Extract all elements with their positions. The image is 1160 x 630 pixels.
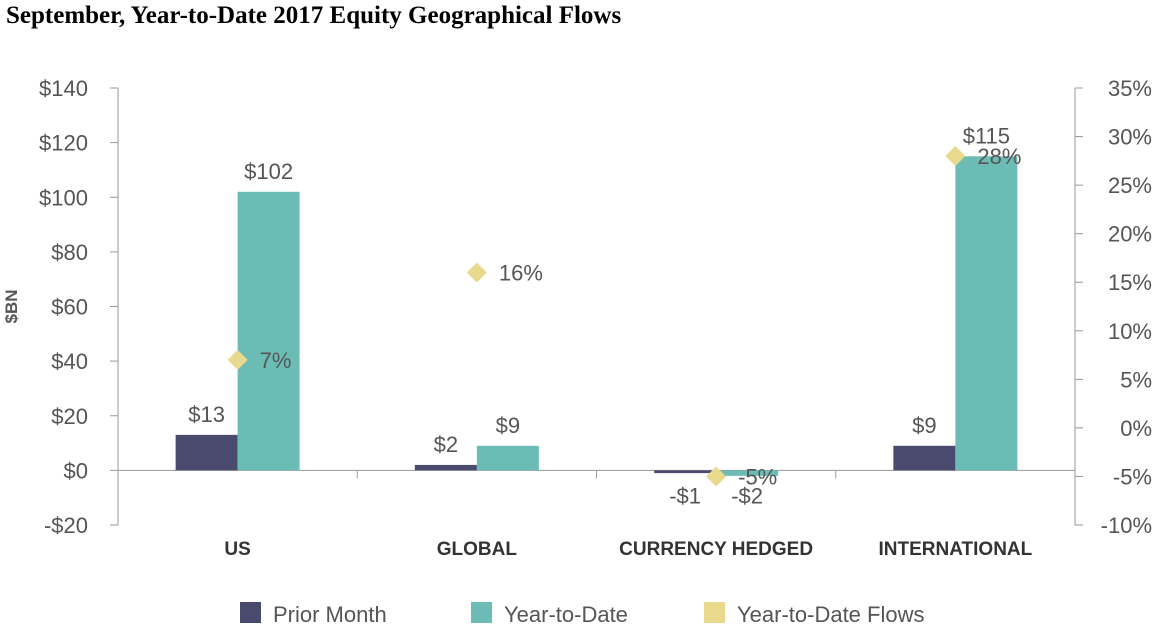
- right-axis-tick-label: -10%: [1101, 513, 1152, 538]
- bar-year-to-date: [476, 445, 539, 471]
- bar-data-label: $115: [963, 123, 1010, 148]
- category-label: GLOBAL: [437, 539, 518, 560]
- right-axis-tick-label: -5%: [1113, 464, 1152, 489]
- right-axis-tick-label: 5%: [1120, 367, 1152, 392]
- bar-data-label: $13: [188, 402, 225, 427]
- right-axis-tick-label: 0%: [1120, 416, 1152, 441]
- bar-data-label: $9: [496, 413, 520, 438]
- bar-prior-month: [893, 445, 956, 471]
- left-axis-tick-label: $0: [64, 458, 88, 483]
- scatter-point-year-to-date-flows: [945, 145, 966, 166]
- bar-year-to-date: [955, 156, 1018, 471]
- left-axis-tick-label: $20: [51, 404, 88, 429]
- legend-swatch: [471, 602, 492, 623]
- bar-year-to-date: [716, 470, 779, 476]
- bar-data-label: $102: [244, 159, 293, 184]
- left-axis-title: $BN: [2, 289, 21, 323]
- legend-label: Prior Month: [273, 602, 387, 627]
- left-axis-tick-label: $140: [39, 76, 88, 101]
- category-label: US: [224, 539, 250, 560]
- chart-title: September, Year-to-Date 2017 Equity Geog…: [6, 2, 622, 29]
- left-axis-tick-label: $40: [51, 349, 88, 374]
- bar-data-label: $2: [434, 432, 458, 457]
- bar-data-label: -$2: [731, 483, 763, 508]
- legend-swatch: [240, 602, 261, 623]
- right-axis-tick-label: 20%: [1108, 222, 1152, 247]
- right-axis-tick-label: 30%: [1108, 125, 1152, 150]
- right-axis-tick-label: 10%: [1108, 319, 1152, 344]
- right-axis-tick-label: 25%: [1108, 173, 1152, 198]
- scatter-point-year-to-date-flows: [466, 262, 487, 283]
- legend-swatch: [704, 602, 725, 623]
- scatter-point-year-to-date-flows: [706, 466, 727, 487]
- bar-prior-month: [175, 434, 238, 471]
- category-label: CURRENCY HEDGED: [619, 539, 813, 560]
- scatter-data-label: 7%: [260, 348, 292, 373]
- left-axis-tick-label: $80: [51, 240, 88, 265]
- legend-label: Year-to-Date Flows: [737, 602, 924, 627]
- scatter-data-label: -5%: [738, 464, 777, 489]
- scatter-data-label: 16%: [499, 261, 543, 286]
- bar-data-label: -$1: [669, 483, 701, 508]
- category-label: INTERNATIONAL: [879, 539, 1033, 560]
- scatter-data-label: 28%: [977, 144, 1021, 169]
- right-axis-tick-label: 35%: [1108, 76, 1152, 101]
- left-axis-tick-label: $120: [39, 131, 88, 156]
- legend-label: Year-to-Date: [504, 602, 628, 627]
- left-axis-tick-label: $100: [39, 185, 88, 210]
- left-axis-tick-label: -$20: [44, 513, 88, 538]
- bar-prior-month: [414, 464, 477, 471]
- bar-data-label: $9: [912, 413, 936, 438]
- right-axis-tick-label: 15%: [1108, 270, 1152, 295]
- bar-prior-month: [654, 470, 717, 474]
- scatter-point-year-to-date-flows: [227, 349, 248, 370]
- left-axis-tick-label: $60: [51, 295, 88, 320]
- bar-year-to-date: [237, 191, 300, 471]
